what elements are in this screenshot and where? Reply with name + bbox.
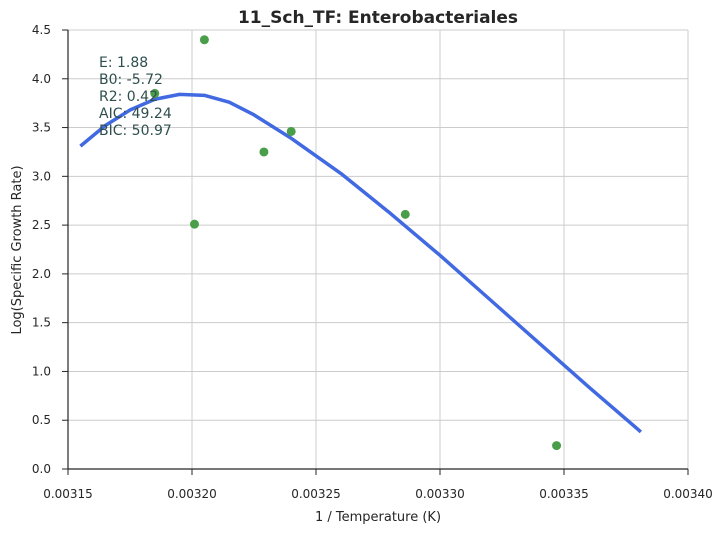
y-tick-label: 3.5 <box>32 121 51 135</box>
y-tick-label: 4.0 <box>32 72 51 86</box>
data-point <box>552 441 562 451</box>
x-tick-label: 0.00315 <box>43 487 93 501</box>
y-tick-label: 2.5 <box>32 218 51 232</box>
tick-labels: 0.00315 0.00320 0.00325 0.00330 0.00335 0.003… <box>32 23 713 501</box>
fit-curve <box>79 92 643 434</box>
data-points <box>150 35 562 451</box>
x-tick-label: 0.00335 <box>539 487 589 501</box>
data-point <box>189 219 199 229</box>
y-tick-label: 0.5 <box>32 413 51 427</box>
data-point <box>259 147 269 157</box>
axes <box>67 30 688 470</box>
data-point <box>199 35 209 45</box>
fit-curve-layer <box>79 92 643 434</box>
x-tick-label: 0.00330 <box>415 487 465 501</box>
fit-stat-label: AIC: 49.24 <box>99 106 172 122</box>
data-point <box>286 126 296 136</box>
y-axis-label: Log(Specific Growth Rate) <box>10 165 25 334</box>
fit-stat-label: R2: 0.42 <box>99 89 158 105</box>
y-tick-label: 4.5 <box>32 23 51 37</box>
data-point <box>150 88 160 98</box>
chart-title: 11_Sch_TF: Enterobacteriales <box>238 8 518 28</box>
x-tick-label: 0.00320 <box>167 487 217 501</box>
data-point <box>400 209 410 219</box>
fit-stat-label: BIC: 50.97 <box>99 123 172 139</box>
fit-stat-label: E: 1.88 <box>99 55 148 71</box>
x-axis-label: 1 / Temperature (K) <box>315 510 441 525</box>
y-tick-label: 3.0 <box>32 169 51 183</box>
y-tick-label: 1.0 <box>32 364 51 378</box>
x-tick-label: 0.00340 <box>663 487 713 501</box>
y-tick-label: 2.0 <box>32 267 51 281</box>
x-tick-label: 0.00325 <box>291 487 341 501</box>
fit-stat-label: B0: -5.72 <box>99 72 163 88</box>
y-tick-label: 0.0 <box>32 462 51 476</box>
grid <box>67 29 689 470</box>
y-tick-label: 1.5 <box>32 316 51 330</box>
